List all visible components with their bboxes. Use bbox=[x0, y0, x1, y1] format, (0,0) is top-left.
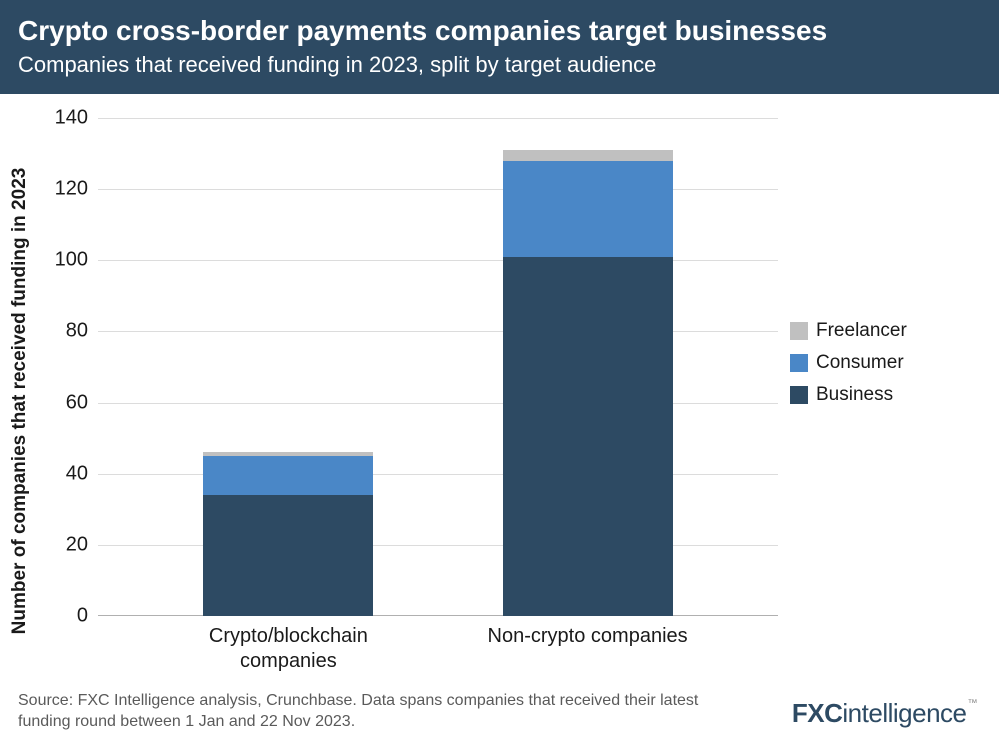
bar-segment-freelancer bbox=[503, 150, 673, 161]
bar-segment-consumer bbox=[203, 456, 373, 495]
y-tick-label: 60 bbox=[66, 391, 88, 414]
legend: Freelancer Consumer Business bbox=[790, 320, 907, 416]
bar-segment-business bbox=[503, 257, 673, 616]
bar-group: Non-crypto companies bbox=[503, 150, 673, 616]
grid-line bbox=[98, 118, 778, 119]
legend-item-consumer: Consumer bbox=[790, 352, 907, 374]
bar-segment-consumer bbox=[503, 161, 673, 257]
source-text: Source: FXC Intelligence analysis, Crunc… bbox=[18, 691, 718, 733]
grid-line bbox=[98, 545, 778, 546]
logo-middle: C bbox=[824, 698, 842, 728]
legend-swatch bbox=[790, 386, 808, 404]
grid-line bbox=[98, 189, 778, 190]
legend-label: Business bbox=[816, 384, 893, 406]
y-tick-label: 140 bbox=[55, 107, 88, 130]
logo-tm: ™ bbox=[968, 698, 978, 709]
chart-header: Crypto cross-border payments companies t… bbox=[0, 0, 999, 94]
legend-swatch bbox=[790, 322, 808, 340]
grid-line bbox=[98, 331, 778, 332]
y-tick-label: 80 bbox=[66, 320, 88, 343]
y-tick-label: 40 bbox=[66, 462, 88, 485]
chart-area: Number of companies that received fundin… bbox=[30, 110, 981, 669]
chart-subtitle: Companies that received funding in 2023,… bbox=[18, 52, 981, 78]
grid-line bbox=[98, 260, 778, 261]
legend-item-freelancer: Freelancer bbox=[790, 320, 907, 342]
y-tick-label: 0 bbox=[77, 605, 88, 628]
x-axis-line bbox=[98, 615, 778, 616]
y-tick-label: 120 bbox=[55, 178, 88, 201]
grid-line bbox=[98, 474, 778, 475]
legend-label: Freelancer bbox=[816, 320, 907, 342]
chart-title: Crypto cross-border payments companies t… bbox=[18, 14, 981, 48]
grid-line bbox=[98, 403, 778, 404]
y-axis-title: Number of companies that received fundin… bbox=[9, 167, 31, 634]
plot-region: 020406080100120140Crypto/blockchain comp… bbox=[98, 118, 778, 616]
legend-label: Consumer bbox=[816, 352, 904, 374]
legend-swatch bbox=[790, 354, 808, 372]
y-tick-label: 20 bbox=[66, 533, 88, 556]
bar-group: Crypto/blockchain companies bbox=[203, 452, 373, 616]
x-tick-label: Non-crypto companies bbox=[458, 624, 718, 649]
bar-segment-business bbox=[203, 495, 373, 616]
legend-item-business: Business bbox=[790, 384, 907, 406]
logo-prefix: FX bbox=[792, 698, 824, 728]
brand-logo: FXCintelligence™ bbox=[792, 698, 977, 729]
y-tick-label: 100 bbox=[55, 249, 88, 272]
logo-suffix: intelligence bbox=[842, 698, 966, 728]
x-tick-label: Crypto/blockchain companies bbox=[158, 624, 418, 674]
